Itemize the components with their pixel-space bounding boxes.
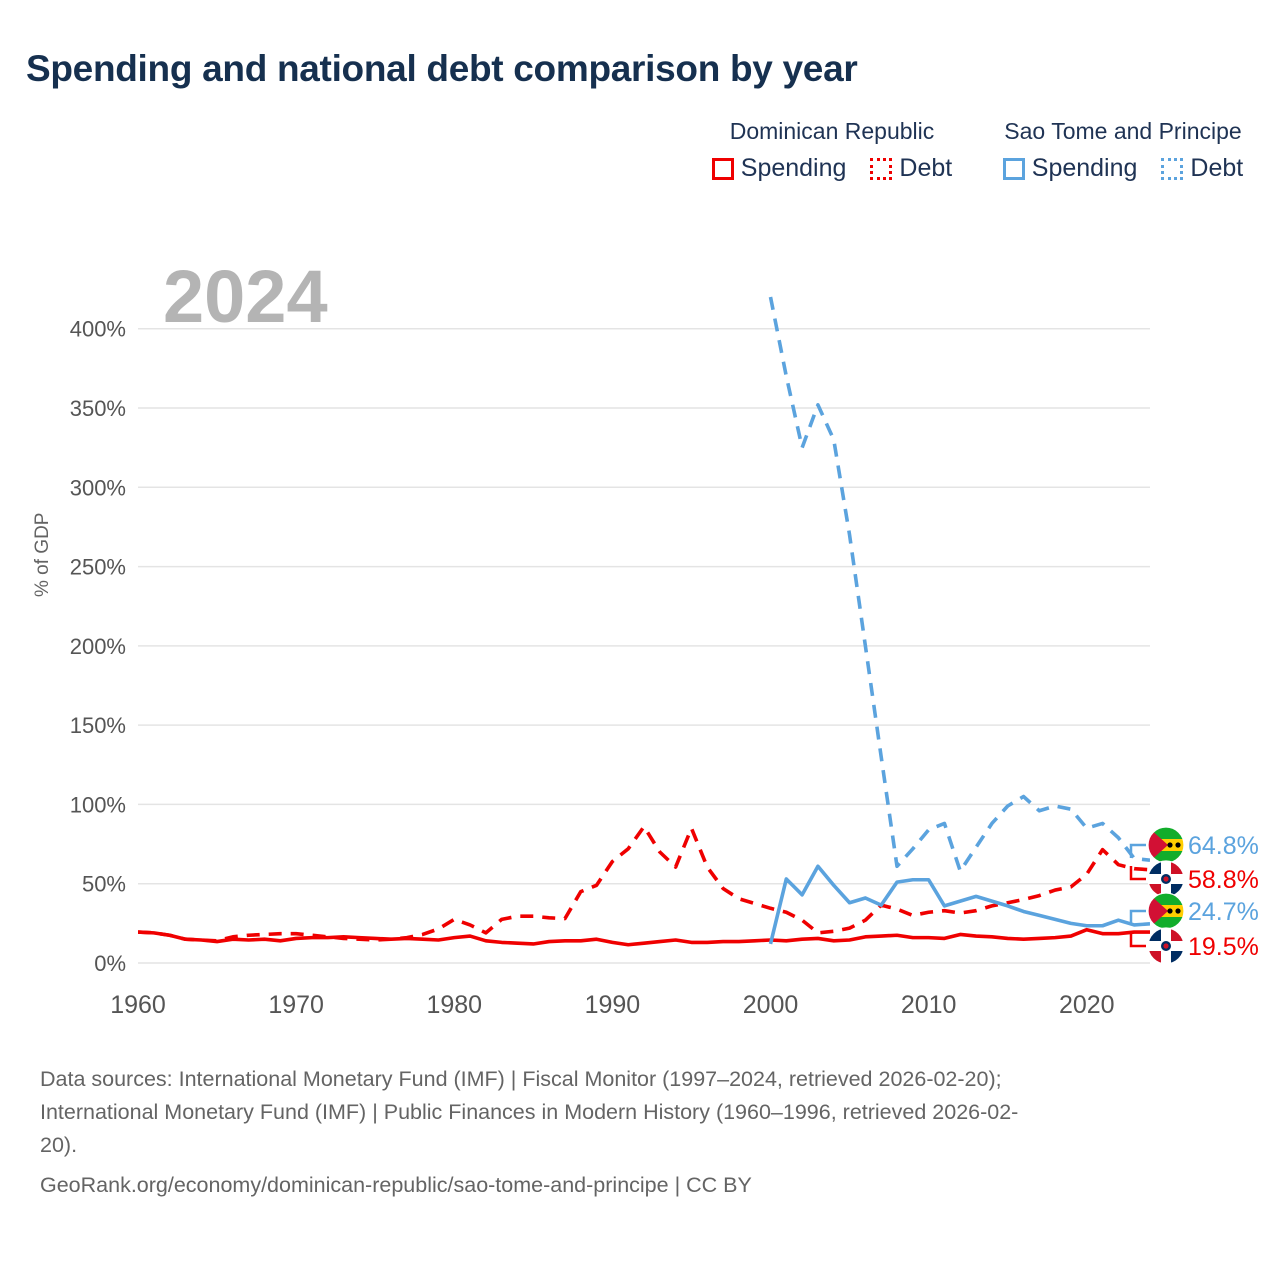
chart-legend: Dominican Republic Sao Tome and Principe… <box>711 118 1252 183</box>
x-axis-tick-labels: 1960 1970 1980 1990 2000 2010 2020 <box>110 991 1114 1019</box>
solid-blue-swatch-icon <box>1002 157 1025 180</box>
legend-country-sao-tome-and-principe: Sao Tome and Principe <box>1004 118 1242 144</box>
x-axis-tick: 1980 <box>426 991 482 1019</box>
y-axis-tick: 200% <box>70 634 126 659</box>
x-axis-tick: 1960 <box>110 991 166 1019</box>
y-axis-tick: 150% <box>70 713 126 738</box>
stp-flag-icon <box>1147 826 1185 864</box>
legend-group-dominican-republic: Spending Debt <box>711 154 952 183</box>
series-line <box>768 296 1150 873</box>
series-line <box>768 864 1150 945</box>
end-label-dr-debt: 58.8% <box>1188 866 1259 894</box>
end-label-stp-debt: 64.8% <box>1188 832 1259 860</box>
legend-entries: Spending Debt Spending Debt <box>711 154 1252 183</box>
legend-item-stp-spending[interactable]: Spending <box>1002 154 1138 183</box>
y-axis-tick: 400% <box>70 317 126 342</box>
page-title: Spending and national debt comparison by… <box>26 48 858 89</box>
y-axis-title: % of GDP <box>32 513 53 597</box>
y-axis-tick: 300% <box>70 475 126 500</box>
dotted-red-swatch-icon <box>870 157 893 180</box>
end-label-dr-spending: 19.5% <box>1188 933 1259 961</box>
y-axis-tick: 350% <box>70 396 126 421</box>
year-watermark: 2024 <box>163 255 328 338</box>
y-axis-tick: 50% <box>82 872 126 897</box>
x-axis-tick: 1970 <box>268 991 324 1019</box>
legend-label-stp-spending: Spending <box>1031 154 1138 182</box>
legend-item-dr-debt[interactable]: Debt <box>870 154 952 183</box>
series-line <box>138 927 1150 947</box>
x-axis-tick: 2000 <box>743 991 799 1019</box>
solid-red-swatch-icon <box>711 157 734 180</box>
legend-label-dr-spending: Spending <box>740 154 847 182</box>
footer-sources: Data sources: International Monetary Fun… <box>40 1063 1255 1202</box>
x-axis-tick: 1990 <box>585 991 641 1019</box>
dr-flag-icon <box>1147 927 1185 965</box>
dotted-blue-swatch-icon <box>1161 157 1184 180</box>
y-axis-tick: 0% <box>94 951 126 976</box>
stp-flag-icon <box>1147 892 1185 930</box>
legend-group-sao-tome-and-principe: Spending Debt <box>994 154 1252 183</box>
source-line-1: Data sources: International Monetary Fun… <box>40 1067 1002 1091</box>
legend-label-stp-debt: Debt <box>1190 154 1244 182</box>
chart-series-lines <box>138 296 1150 947</box>
source-url: GeoRank.org/economy/dominican-republic/s… <box>40 1173 752 1197</box>
legend-item-dr-spending[interactable]: Spending <box>711 154 847 183</box>
dr-flag-icon <box>1147 860 1185 898</box>
endpoint-connectors <box>1129 843 1146 948</box>
legend-headings: Dominican Republic Sao Tome and Principe <box>716 118 1252 145</box>
legend-label-dr-debt: Debt <box>899 154 953 182</box>
x-axis-tick: 2010 <box>901 991 957 1019</box>
y-axis-tick-labels: 0% 50% 100% 150% 200% 250% 300% 350% 400% <box>70 317 126 976</box>
x-axis-tick: 2020 <box>1059 991 1115 1019</box>
legend-country-dominican-republic: Dominican Republic <box>729 118 935 144</box>
end-label-stp-spending: 24.7% <box>1188 898 1259 926</box>
series-line <box>138 824 1150 943</box>
source-line-3: 20). <box>40 1133 78 1157</box>
y-axis-tick: 250% <box>70 555 126 580</box>
chart-gridlines <box>138 327 1150 964</box>
y-axis-tick: 100% <box>70 792 126 817</box>
source-line-2: International Monetary Fund (IMF) | Publ… <box>40 1100 1019 1124</box>
legend-item-stp-debt[interactable]: Debt <box>1161 154 1243 183</box>
